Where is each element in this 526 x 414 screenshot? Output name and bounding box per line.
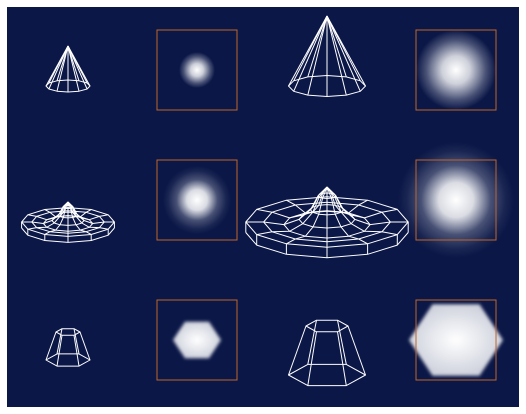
glow-sprite [162,165,232,235]
sinc-wireframe-large [245,186,409,259]
sprite-frame [415,159,497,241]
cone-wireframe-small [45,45,91,93]
round-sprite-small [156,29,238,111]
hexagon-sprite-large [409,299,503,381]
hexagon-sprite-small [156,299,238,381]
round-sprite-small [156,159,238,241]
glow-sprite [179,52,215,88]
row-sinc [21,142,514,259]
hexagon-sprite [409,304,503,376]
sprite-frame [156,299,238,381]
hexagon-sprite [173,321,221,359]
sprite-frame [156,29,238,111]
sprite-frame [415,29,497,111]
sinc-wireframe-small [21,201,115,243]
row-cone [45,15,497,111]
row-frustum [45,299,503,387]
sprite-frame [156,159,238,241]
glow-sprite [416,30,496,110]
round-sprite-large [398,142,514,258]
round-sprite-large [415,29,497,111]
glow-sprite [398,142,514,258]
cone-wireframe-large [288,15,366,97]
sprite-frame [415,299,497,381]
frustum-wireframe-small [45,328,91,367]
frustum-wireframe-large [288,319,366,387]
